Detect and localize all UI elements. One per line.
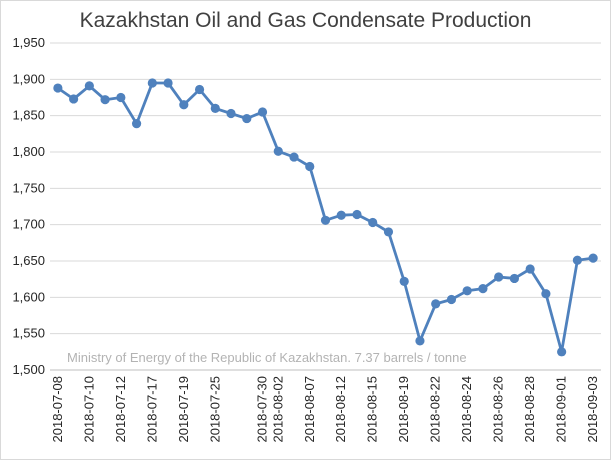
data-point (525, 264, 535, 274)
data-point (226, 108, 236, 119)
x-tick-label: 2018-08-28 (522, 376, 537, 443)
data-point (368, 217, 378, 228)
x-tick-label: 2018-07-12 (113, 376, 128, 443)
series-production (53, 78, 598, 357)
data-point (446, 294, 457, 305)
x-tick-label: 2018-09-01 (554, 376, 569, 443)
data-point (163, 78, 173, 88)
y-tick-labels: 1,500 1,550 1,600 1,650 1,700 1,750 1,800 1,850… (12, 35, 45, 377)
x-tick-label: 2018-07-08 (50, 376, 65, 443)
x-tick-label: 2018-08-19 (396, 376, 411, 443)
data-point (116, 92, 126, 103)
y-tick-label: 1,850 (12, 108, 45, 123)
data-point (194, 84, 205, 95)
y-tick-label: 1,900 (12, 71, 45, 86)
data-point (431, 299, 441, 309)
data-point (100, 95, 110, 105)
data-point (588, 253, 598, 263)
data-point (179, 100, 189, 110)
x-tick-label: 2018-08-24 (459, 376, 474, 443)
data-point (273, 146, 283, 156)
data-point (84, 81, 94, 91)
data-point (494, 272, 504, 282)
y-tick-label: 1,600 (12, 289, 45, 304)
x-tick-label: 2018-07-19 (176, 376, 191, 443)
data-point (320, 215, 331, 225)
data-point (557, 347, 567, 357)
x-tick-label: 2018-08-12 (333, 376, 348, 443)
data-point (147, 78, 157, 88)
y-tick-label: 1,550 (12, 326, 45, 341)
y-tick-label: 1,950 (12, 35, 45, 50)
x-tick-label: 2018-08-07 (302, 376, 317, 443)
x-tick-label: 2018-09-03 (585, 376, 600, 443)
data-point (305, 161, 315, 172)
x-tick-labels: 2018-07-08 2018-07-10 2018-07-12 2018-07-17… (50, 376, 600, 443)
x-tick-label: 2018-07-25 (207, 376, 222, 443)
x-tick-label: 2018-07-10 (81, 376, 96, 443)
data-point (210, 103, 220, 113)
x-tick-label: 2018-08-26 (491, 376, 506, 443)
data-point (69, 94, 79, 104)
data-point (399, 276, 409, 286)
y-tick-label: 1,800 (12, 144, 45, 159)
data-point (462, 286, 472, 296)
x-tick-label: 2018-07-30 (255, 376, 270, 443)
y-tick-label: 1,750 (12, 180, 45, 195)
data-point (572, 255, 582, 265)
data-point (131, 119, 142, 129)
x-tick-label: 2018-08-02 (270, 376, 285, 443)
y-tick-label: 1,650 (12, 253, 45, 268)
y-tick-label: 1,500 (12, 362, 45, 377)
data-point (242, 113, 252, 124)
data-point (352, 209, 362, 220)
source-annotation: Ministry of Energy of the Republic of Ka… (67, 350, 467, 365)
data-point (336, 210, 346, 220)
x-tick-label: 2018-08-22 (428, 376, 443, 443)
data-point (53, 83, 63, 93)
gridlines (50, 42, 601, 335)
data-point (509, 273, 520, 284)
data-point (478, 284, 488, 294)
data-point (541, 289, 551, 299)
chart-title: Kazakhstan Oil and Gas Condensate Produc… (79, 9, 532, 32)
data-point (415, 336, 425, 346)
x-tick-label: 2018-08-15 (365, 376, 380, 443)
data-point (289, 152, 299, 162)
x-tick-label: 2018-07-17 (144, 376, 159, 443)
y-tick-label: 1,700 (12, 217, 45, 232)
data-point (257, 107, 268, 117)
data-point (383, 227, 394, 237)
